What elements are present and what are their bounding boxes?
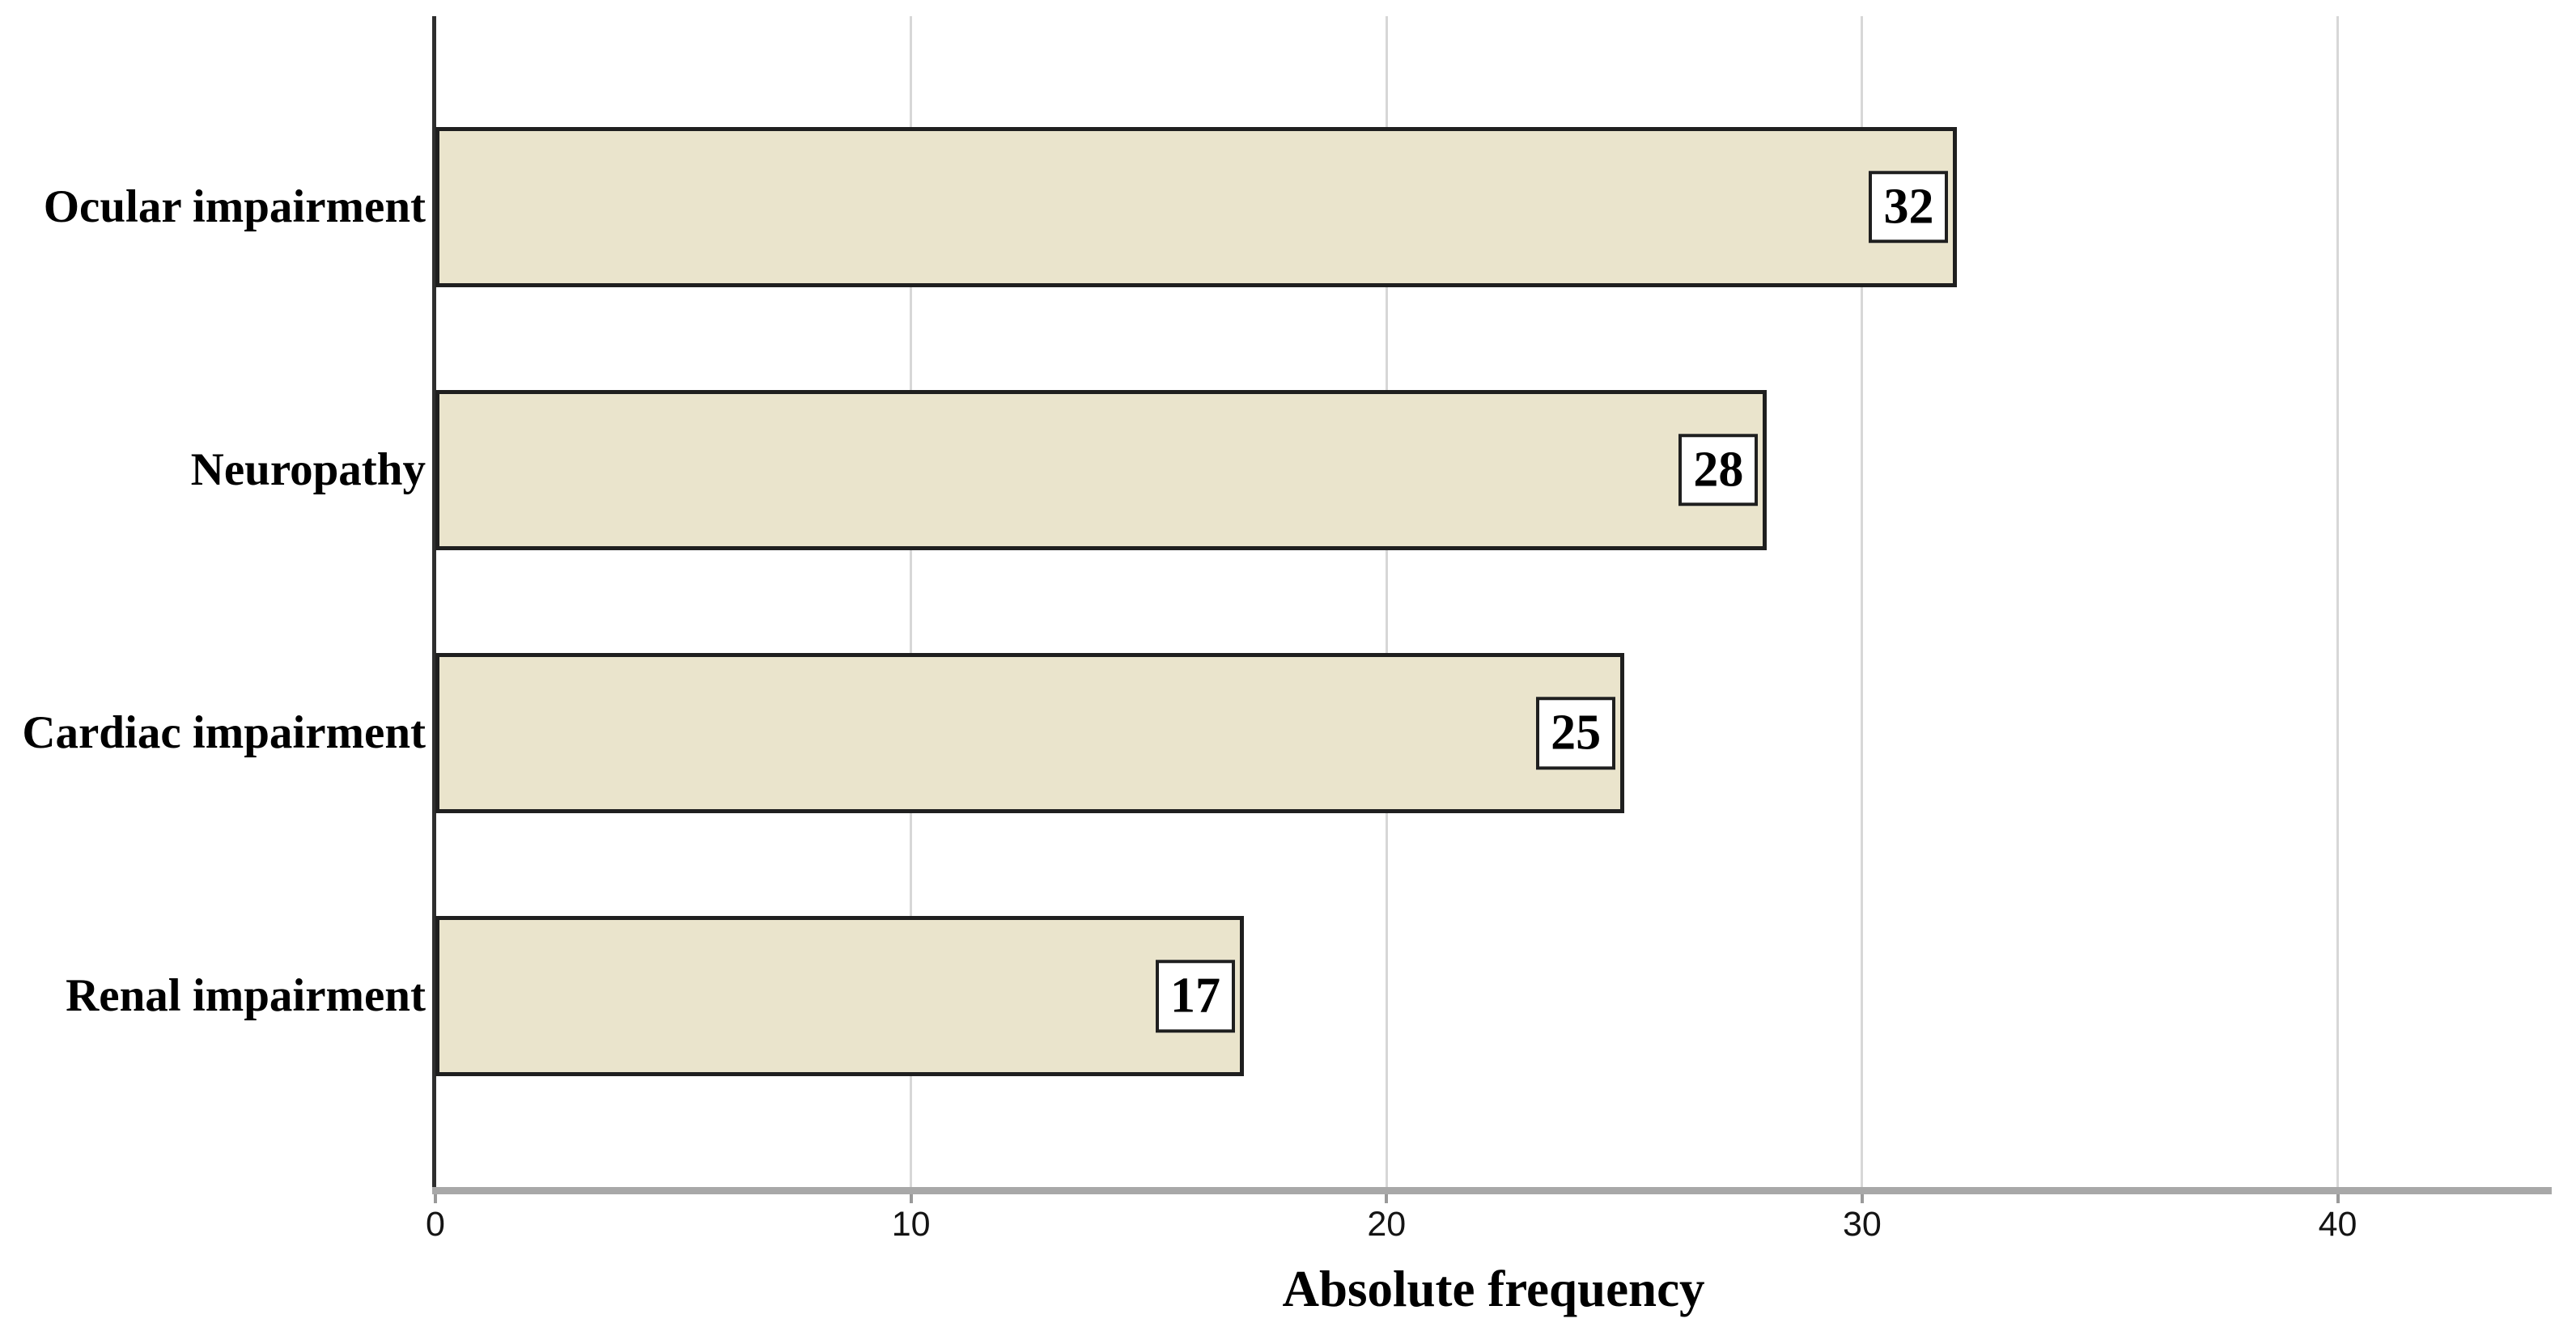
bar: 28 xyxy=(435,389,1768,550)
category-label: Neuropathy xyxy=(190,443,426,495)
gridline xyxy=(2336,16,2340,1187)
x-tick-mark xyxy=(434,1194,437,1203)
category-label: Renal impairment xyxy=(66,970,426,1022)
x-tick-label: 40 xyxy=(2318,1205,2357,1244)
x-tick-label: 30 xyxy=(1842,1205,1882,1244)
bar: 17 xyxy=(435,916,1244,1077)
x-tick-mark xyxy=(909,1194,913,1203)
x-axis-baseline xyxy=(432,1187,2552,1194)
x-tick-label: 20 xyxy=(1367,1205,1407,1244)
category-label: Cardiac impairment xyxy=(22,707,426,759)
x-tick-mark xyxy=(1385,1194,1389,1203)
bar: 25 xyxy=(435,653,1625,814)
x-tick-label: 10 xyxy=(891,1205,931,1244)
x-tick-mark xyxy=(1860,1194,1864,1203)
bar-value-label: 25 xyxy=(1536,697,1616,770)
bar: 32 xyxy=(435,126,1958,287)
gridline xyxy=(910,16,913,1187)
bar-value-label: 32 xyxy=(1869,170,1949,244)
x-axis-title: Absolute frequency xyxy=(1282,1261,1705,1317)
x-tick-label: 0 xyxy=(426,1205,445,1244)
category-axis-line xyxy=(432,16,436,1187)
bar-value-label: 28 xyxy=(1678,434,1759,507)
bar-value-label: 17 xyxy=(1155,960,1235,1033)
category-label: Ocular impairment xyxy=(43,180,426,232)
gridline xyxy=(1861,16,1864,1187)
gridline xyxy=(1385,16,1388,1187)
x-tick-mark xyxy=(2336,1194,2340,1203)
